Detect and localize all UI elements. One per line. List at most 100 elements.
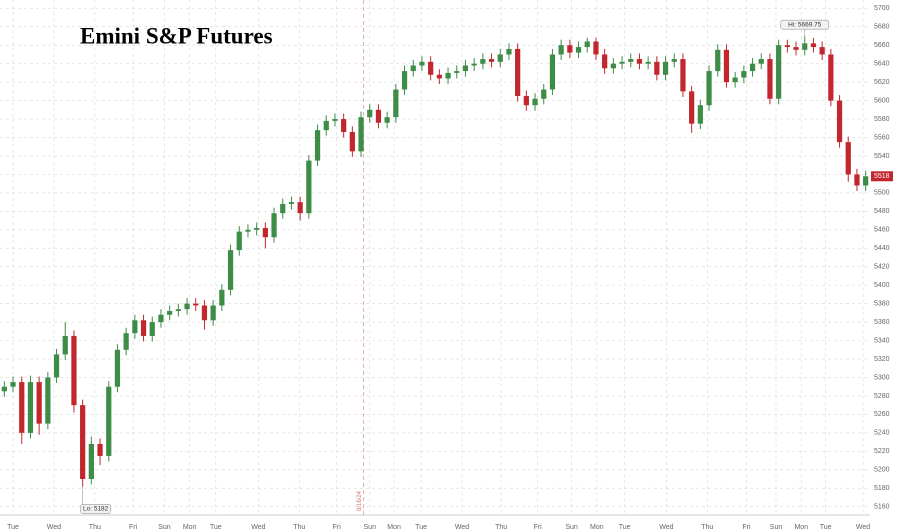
x-tick-label: Wed — [251, 524, 265, 531]
candle-body — [810, 43, 817, 48]
candle-body — [236, 231, 242, 251]
candle-body — [332, 119, 338, 121]
y-tick-label: 5280 — [874, 393, 890, 400]
candle-body — [636, 59, 643, 64]
x-tick-label: Mon — [794, 524, 808, 531]
candle-body — [297, 202, 303, 214]
candle-body — [497, 54, 503, 62]
candle-body — [201, 305, 208, 321]
candle-body — [515, 48, 521, 96]
candle-body — [375, 109, 382, 123]
candle-body — [227, 250, 234, 290]
x-tick-label: Wed — [659, 524, 673, 531]
candle-body — [410, 65, 416, 72]
x-tick-label: Mon — [183, 524, 197, 531]
candle-body — [245, 229, 251, 232]
candle-body — [784, 45, 790, 48]
candle-body — [445, 72, 451, 79]
candle-body — [593, 41, 599, 55]
candle-body — [167, 311, 173, 315]
candle-body — [610, 63, 616, 69]
y-tick-label: 5420 — [874, 264, 890, 271]
candle-body — [671, 59, 677, 62]
candle-body — [549, 54, 556, 90]
x-tick-label: Tue — [619, 524, 631, 531]
candle-body — [619, 61, 625, 64]
candle-body — [367, 109, 373, 118]
x-tick-label: Sun — [158, 524, 171, 531]
x-tick-label: Fri — [333, 524, 342, 531]
y-tick-label: 5680 — [874, 24, 890, 31]
candle-body — [175, 309, 181, 312]
candle-body — [602, 54, 608, 69]
x-tick-label: Sun — [770, 524, 783, 531]
x-tick-label: Sun — [565, 524, 578, 531]
candle-body — [288, 202, 295, 204]
x-tick-label: Thu — [293, 524, 305, 531]
candle-body — [53, 354, 60, 378]
candle-body — [741, 71, 747, 78]
candle-body — [488, 59, 495, 62]
candle-body — [193, 303, 199, 306]
x-tick-label: Tue — [820, 524, 832, 531]
candle-body — [184, 303, 190, 310]
candle-body — [45, 377, 51, 424]
candle-body — [114, 349, 121, 387]
candle-body — [80, 405, 86, 480]
candle-body — [802, 43, 808, 50]
y-tick-label: 5460 — [874, 227, 890, 234]
candle-body — [776, 45, 782, 99]
y-tick-label: 5580 — [874, 116, 890, 123]
x-tick-label: Tue — [210, 524, 222, 531]
y-tick-label: 5480 — [874, 208, 890, 215]
hi-label: Hi: 5669.75 — [788, 21, 822, 28]
candle-body — [558, 45, 564, 55]
candle-body — [836, 100, 843, 143]
candle-body — [27, 382, 34, 433]
candle-body — [280, 203, 286, 214]
y-tick-label: 5180 — [874, 485, 890, 492]
hi-box — [780, 19, 830, 30]
x-tick-label: Fri — [742, 524, 751, 531]
candle-body — [384, 117, 390, 123]
x-tick-label: Thu — [701, 524, 713, 531]
candle-body — [271, 213, 277, 238]
chart-title: Emini S&P Futures — [80, 23, 273, 48]
y-tick-label: 5440 — [874, 245, 890, 252]
x-tick-label: Mon — [387, 524, 401, 531]
candle-body — [19, 382, 25, 433]
y-tick-label: 5400 — [874, 282, 890, 289]
candle-body — [219, 289, 225, 306]
candle-body — [689, 91, 695, 124]
y-tick-label: 5300 — [874, 374, 890, 381]
candle-body — [680, 59, 686, 92]
y-tick-label: 5200 — [874, 467, 890, 474]
x-tick-label: Thu — [495, 524, 507, 531]
candle-body — [767, 59, 773, 99]
y-tick-label: 5220 — [874, 448, 890, 455]
candle-body — [106, 386, 112, 456]
candles — [1, 36, 869, 487]
candle-body — [341, 119, 347, 132]
candle-body — [845, 142, 851, 175]
candle-body — [149, 322, 155, 336]
candle-body — [706, 71, 712, 106]
candle-body — [854, 174, 860, 186]
candle-body — [132, 320, 138, 334]
candle-body — [715, 49, 721, 72]
last-price-box — [871, 171, 893, 182]
candle-body — [123, 333, 129, 350]
candle-body — [575, 47, 582, 53]
candle-body — [723, 49, 730, 83]
candle-body — [662, 61, 669, 75]
y-tick-label: 5340 — [874, 337, 890, 344]
y-tick-label: 5560 — [874, 134, 890, 141]
candle-body — [419, 61, 425, 66]
candle-body — [654, 61, 660, 75]
y-tick-label: 5260 — [874, 411, 890, 418]
candle-body — [758, 59, 764, 64]
candle-body — [454, 71, 460, 73]
candle-body — [306, 160, 312, 214]
x-tick-label: Sun — [364, 524, 377, 531]
